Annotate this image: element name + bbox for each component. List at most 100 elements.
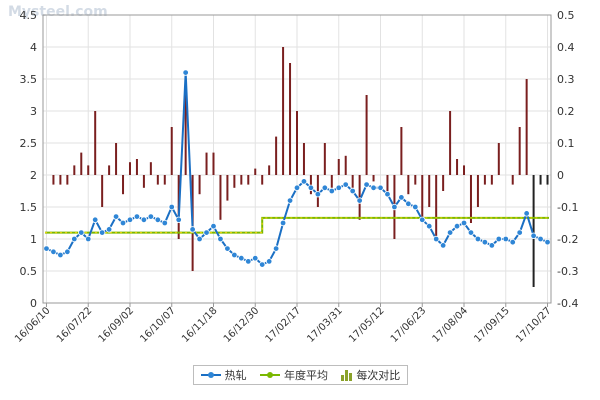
change-bar: [66, 175, 69, 185]
change-bar: [261, 175, 264, 185]
price-line: [43, 69, 551, 268]
price-point: [544, 238, 551, 246]
y-right-tick-label: 0.5: [557, 9, 575, 22]
axes: 0 0.5 1 1.5 2 2.5 3 3.5 4 4.5 -0.4 -0.3 -0.2 -0.1 0 0.1…: [13, 9, 578, 345]
change-bar: [525, 79, 528, 175]
line-marker-icon: [200, 370, 221, 380]
price-point: [439, 242, 447, 249]
price-point: [488, 242, 496, 249]
price-point: [147, 213, 155, 220]
y-left-tick-label: 2.5: [20, 137, 38, 150]
x-tick-label: 16/11/18: [180, 305, 220, 345]
y-right-tick-label: 0: [557, 169, 564, 182]
change-bar: [414, 175, 417, 185]
legend-label-change: 每次对比: [356, 369, 401, 382]
change-bar: [156, 175, 159, 185]
price-point: [356, 197, 363, 204]
change-bar: [170, 127, 173, 175]
price-point: [105, 226, 113, 233]
change-bar: [497, 143, 500, 175]
watermark-logo: Mysteel.com: [8, 4, 108, 20]
change-bar: [483, 175, 486, 185]
price-point: [57, 251, 64, 259]
price-point: [140, 216, 148, 223]
price-point: [43, 245, 50, 252]
change-bar: [198, 175, 201, 195]
change-bar: [546, 175, 549, 185]
price-point: [426, 222, 433, 230]
price-point: [398, 194, 405, 201]
price-point: [460, 219, 468, 227]
y-left-tick-label: 4.5: [20, 9, 38, 22]
change-bar: [386, 175, 389, 195]
price-point: [133, 213, 141, 220]
change-bar: [149, 162, 152, 175]
y-right-tick-label: 0.2: [557, 105, 575, 118]
change-bar: [94, 111, 97, 175]
y-right-tick-label: -0.4: [557, 297, 578, 310]
average-line-dash: [45, 217, 549, 234]
change-bar: [87, 165, 90, 175]
y-right-tick-label: 0.3: [557, 73, 575, 86]
price-point: [189, 226, 196, 233]
price-point: [210, 222, 217, 230]
change-bar: [268, 165, 271, 175]
change-bar: [476, 175, 479, 207]
change-bar: [289, 63, 292, 175]
price-point: [502, 235, 509, 243]
price-point: [196, 235, 203, 243]
price-point: [245, 258, 252, 265]
price-point: [307, 184, 315, 191]
price-point: [286, 197, 294, 204]
change-bar: [108, 165, 111, 175]
price-point: [495, 235, 503, 243]
change-bar: [247, 175, 250, 185]
y-left-tick-label: 3: [30, 105, 37, 118]
y-right-tick-label: -0.2: [557, 233, 578, 246]
price-point: [335, 184, 342, 191]
change-bar: [73, 165, 76, 175]
x-tick-label: 16/12/30: [222, 305, 262, 345]
y-left-tick-label: 4: [30, 41, 37, 54]
legend-item-price[interactable]: 热轧: [200, 367, 247, 383]
x-tick-label: 16/06/10: [13, 305, 53, 345]
average-line: [45, 216, 549, 234]
price-point: [203, 229, 210, 236]
change-bar: [254, 168, 257, 175]
price-point: [85, 235, 92, 243]
legend-item-change[interactable]: 每次对比: [341, 367, 400, 383]
x-tick-label: 17/10/27: [514, 305, 554, 345]
x-tick-label: 17/08/04: [431, 305, 471, 345]
x-tick-label: 17/09/15: [472, 305, 512, 345]
price-point: [175, 216, 182, 223]
price-point: [537, 235, 544, 243]
price-point: [446, 229, 454, 236]
price-point: [279, 219, 287, 227]
price-point: [516, 229, 523, 236]
price-point: [391, 203, 398, 211]
legend-item-average[interactable]: 年度平均: [259, 367, 328, 383]
price-point: [474, 235, 482, 243]
change-bar: [135, 159, 138, 175]
price-point: [168, 203, 175, 211]
price-point: [530, 232, 537, 239]
change-bar: [490, 175, 493, 185]
change-bar: [518, 127, 521, 175]
line-marker-icon: [259, 370, 280, 380]
x-tick-label: 16/09/02: [97, 305, 137, 345]
change-bar: [358, 175, 361, 220]
change-bar: [330, 175, 333, 188]
price-point: [321, 184, 329, 191]
change-bar: [323, 143, 326, 175]
price-point: [467, 229, 475, 236]
price-point: [405, 200, 412, 207]
legend-label-average: 年度平均: [283, 369, 328, 382]
y-right-tick-label: 0.1: [557, 137, 575, 150]
price-point: [182, 69, 189, 76]
price-point: [419, 216, 426, 223]
plot-border: [42, 14, 552, 304]
y-right-tick-label: 0.4: [557, 41, 575, 54]
price-point: [217, 235, 224, 243]
